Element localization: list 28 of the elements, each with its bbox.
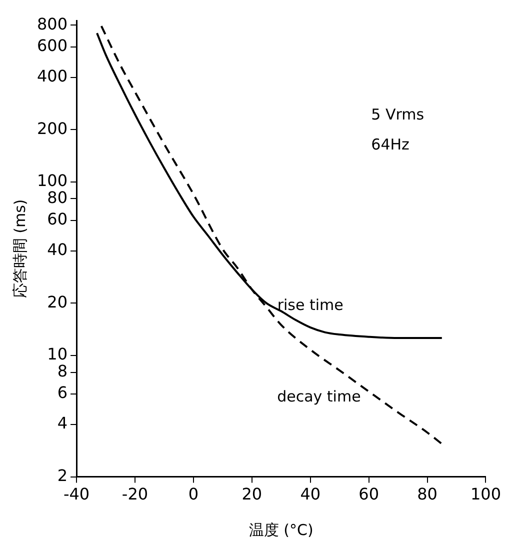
- y-tick-label: 100: [36, 171, 68, 190]
- y-tick-label: 4: [57, 414, 68, 433]
- x-tick-label: -20: [122, 484, 148, 504]
- y-tick-label: 80: [47, 188, 68, 207]
- y-tick-label: 60: [47, 210, 68, 229]
- y-tick-label: 6: [57, 383, 68, 402]
- y-tick-label: 40: [47, 240, 68, 260]
- x-tick-label: 40: [300, 484, 321, 504]
- y-tick-label: 600: [36, 36, 68, 56]
- y-tick-label: 2: [57, 466, 68, 485]
- x-tick-label: 100: [470, 484, 502, 504]
- y-tick-label: 8: [57, 361, 68, 380]
- y-tick-label: 10: [47, 344, 68, 364]
- y-tick-label: 400: [36, 66, 68, 86]
- x-tick-label: 0: [188, 484, 199, 504]
- x-tick-label: 80: [417, 484, 438, 504]
- x-tick-label: 60: [358, 484, 379, 504]
- y-axis-title: 応答時間 (ms): [10, 199, 29, 298]
- series-label: decay time: [277, 387, 361, 406]
- y-tick-label: 200: [36, 118, 68, 138]
- x-tick-label: 20: [242, 484, 262, 504]
- annotation: 64Hz: [371, 135, 410, 154]
- y-tick-label: 800: [36, 14, 68, 34]
- x-axis-title: 温度 (°C): [248, 520, 314, 539]
- series-label: rise time: [277, 296, 344, 314]
- y-tick-label: 20: [47, 292, 68, 312]
- annotation: 5 Vrms: [371, 105, 424, 124]
- x-tick-label: -40: [63, 484, 90, 504]
